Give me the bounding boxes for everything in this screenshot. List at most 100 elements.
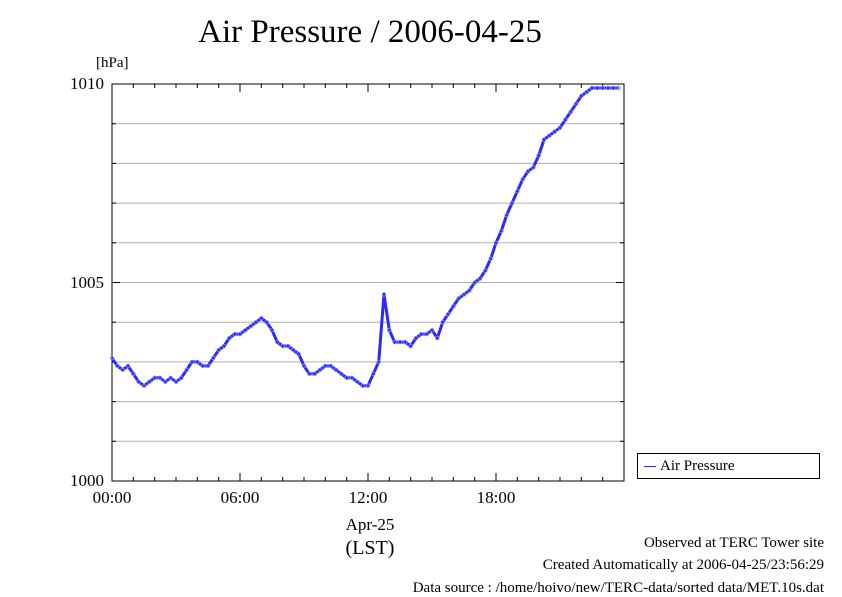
chart-title: Air Pressure / 2006-04-25 bbox=[198, 14, 542, 50]
data-point bbox=[109, 355, 115, 361]
data-point bbox=[120, 367, 125, 373]
data-point bbox=[451, 304, 456, 309]
data-point bbox=[307, 371, 312, 377]
data-point bbox=[515, 188, 520, 194]
data-point bbox=[333, 367, 339, 373]
data-point bbox=[579, 93, 584, 99]
data-point bbox=[616, 85, 621, 91]
data-point bbox=[371, 371, 376, 377]
data-point bbox=[221, 343, 227, 349]
y-tick-label: 1010 bbox=[70, 74, 104, 93]
data-point bbox=[504, 212, 509, 218]
data-point bbox=[131, 371, 136, 377]
footer-created: Created Automatically at 2006-04-25/23:5… bbox=[542, 557, 824, 573]
data-point bbox=[547, 133, 552, 138]
data-point bbox=[403, 339, 408, 345]
data-point bbox=[349, 375, 355, 380]
data-point bbox=[392, 339, 397, 345]
data-point bbox=[493, 240, 499, 245]
data-point bbox=[227, 335, 232, 341]
data-point bbox=[280, 343, 285, 349]
data-point bbox=[301, 363, 307, 369]
data-point bbox=[424, 331, 429, 337]
data-point bbox=[445, 312, 451, 317]
x-tick-label: 06:00 bbox=[220, 488, 260, 507]
y-tick-label: 1005 bbox=[70, 272, 104, 292]
y-tick-label: 1000 bbox=[70, 471, 104, 490]
data-point bbox=[232, 331, 237, 337]
data-point bbox=[360, 383, 365, 388]
data-point bbox=[264, 320, 269, 325]
data-point bbox=[472, 280, 477, 285]
data-point bbox=[557, 125, 563, 130]
data-point bbox=[253, 320, 259, 325]
data-point bbox=[323, 363, 328, 369]
data-point bbox=[477, 276, 483, 281]
data-point bbox=[200, 363, 205, 369]
data-point bbox=[285, 343, 291, 349]
data-point bbox=[163, 379, 168, 384]
data-point bbox=[216, 347, 221, 353]
data-point bbox=[397, 339, 403, 345]
data-point bbox=[520, 177, 525, 182]
data-point bbox=[291, 347, 296, 353]
footer-source: Data source : /home/hoivo/new/TERC-data/… bbox=[412, 580, 824, 596]
data-point bbox=[568, 109, 573, 114]
data-point bbox=[296, 351, 301, 357]
data-point bbox=[125, 363, 131, 369]
footer-observed: Observed at TERC Tower site bbox=[643, 535, 824, 551]
data-point bbox=[344, 375, 349, 380]
legend-swatch bbox=[644, 466, 656, 467]
data-point bbox=[211, 355, 216, 361]
data-point bbox=[552, 129, 557, 134]
legend-label: Air Pressure bbox=[660, 458, 735, 474]
data-point bbox=[152, 375, 157, 380]
data-point bbox=[269, 327, 275, 333]
data-point bbox=[435, 335, 440, 341]
data-point bbox=[136, 379, 141, 384]
data-point bbox=[541, 137, 547, 142]
data-point bbox=[584, 89, 589, 95]
data-point bbox=[536, 153, 541, 158]
data-point bbox=[413, 335, 419, 341]
data-point bbox=[115, 363, 120, 369]
data-point bbox=[312, 371, 317, 377]
data-point bbox=[376, 359, 381, 365]
legend: Air Pressure bbox=[637, 453, 820, 479]
data-point bbox=[467, 288, 472, 293]
data-point bbox=[456, 296, 461, 301]
data-point bbox=[461, 292, 467, 297]
data-point bbox=[600, 85, 605, 91]
data-point bbox=[387, 327, 392, 333]
data-point bbox=[488, 256, 493, 261]
y-axis-unit: [hPa] bbox=[96, 55, 129, 71]
data-point bbox=[509, 200, 515, 206]
data-point bbox=[531, 165, 536, 170]
data-point bbox=[563, 117, 568, 122]
x-axis-date-label: Apr-25 bbox=[345, 515, 395, 534]
data-point bbox=[408, 343, 413, 349]
data-point bbox=[184, 367, 189, 373]
data-point bbox=[595, 85, 600, 91]
data-point bbox=[483, 268, 488, 273]
data-point bbox=[195, 359, 200, 365]
data-point bbox=[189, 359, 195, 365]
data-point bbox=[173, 379, 179, 384]
data-point bbox=[179, 375, 184, 380]
data-point bbox=[237, 331, 243, 337]
x-tick-label: 00:00 bbox=[92, 488, 132, 507]
data-point bbox=[525, 169, 531, 174]
data-point bbox=[259, 316, 264, 321]
data-point bbox=[205, 363, 211, 369]
data-point bbox=[605, 85, 611, 91]
data-point bbox=[381, 292, 387, 297]
data-point bbox=[275, 339, 280, 345]
data-point bbox=[147, 379, 152, 384]
data-point bbox=[499, 228, 504, 234]
series-line bbox=[110, 86, 619, 388]
data-point bbox=[440, 320, 445, 325]
data-point bbox=[365, 383, 371, 388]
data-point bbox=[573, 101, 579, 107]
x-tick-label: 12:00 bbox=[348, 488, 388, 507]
